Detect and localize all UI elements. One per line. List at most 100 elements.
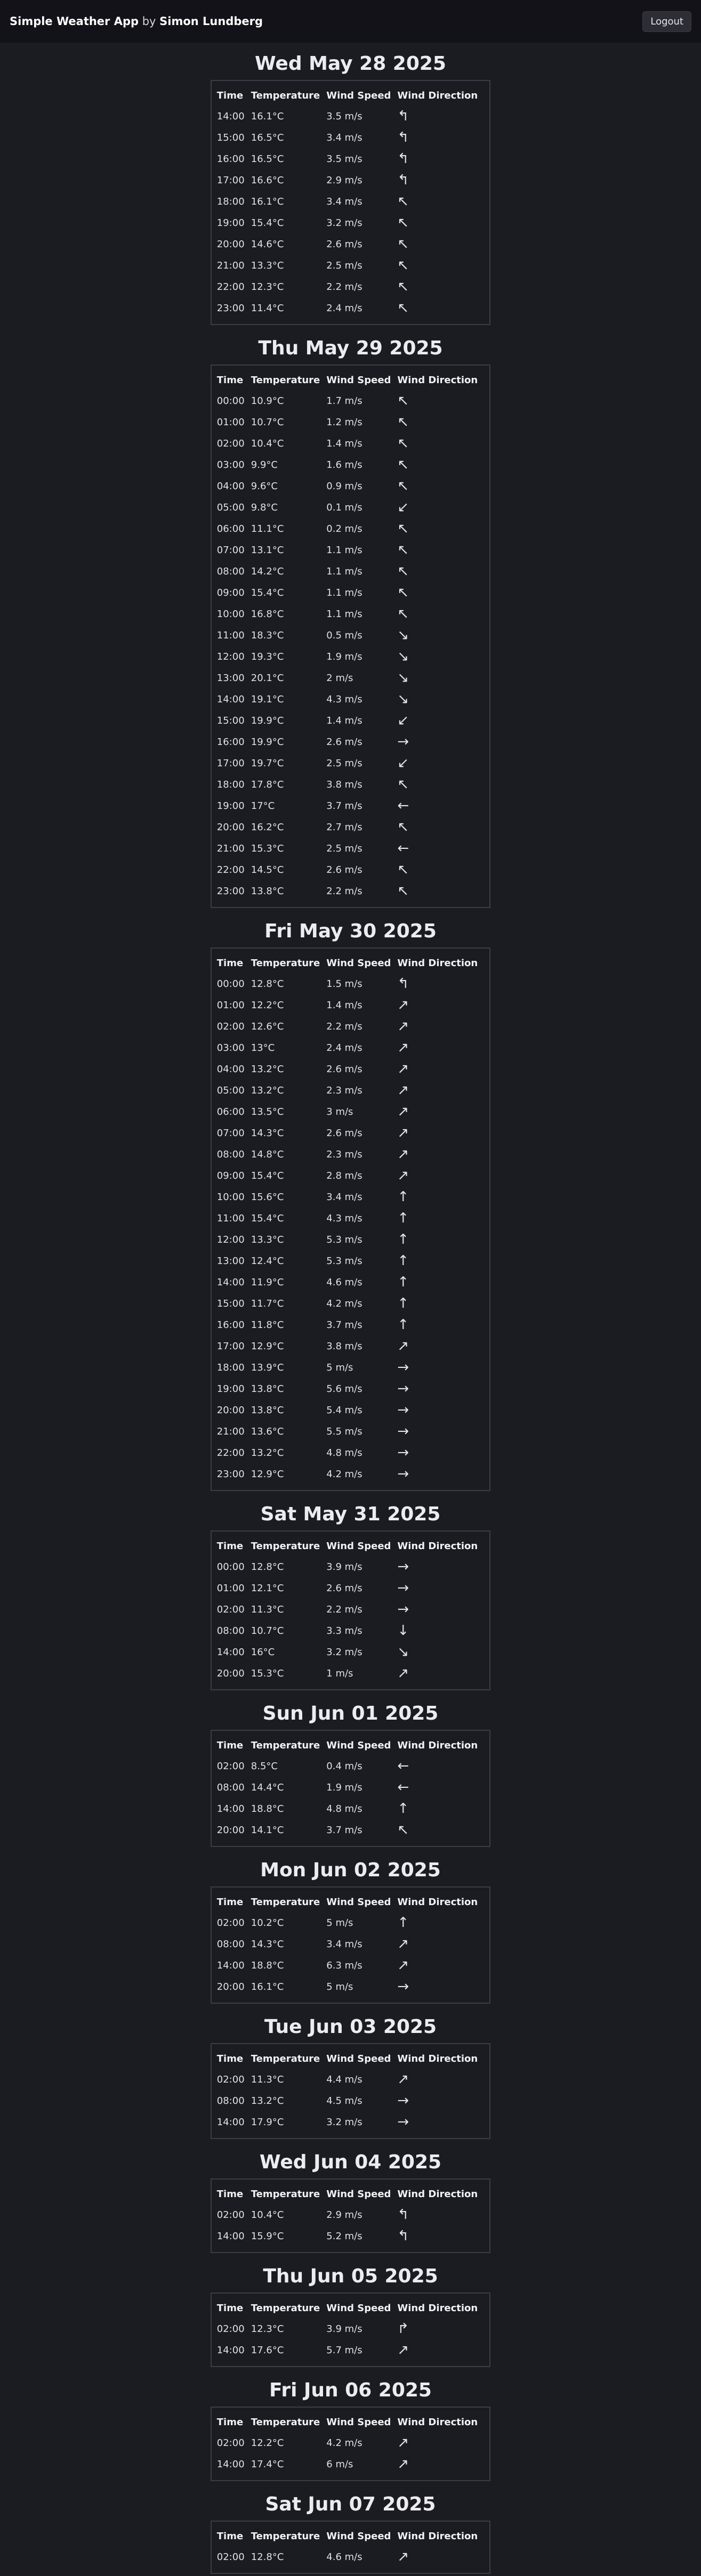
time-cell: 11:00 xyxy=(216,1212,245,1224)
forecast-table: Time Temperature Wind Speed Wind Direction 0… xyxy=(217,1536,484,1684)
day-title: Sat Jun 07 2025 xyxy=(265,2493,436,2515)
forecast-table: Time Temperature Wind Speed Wind Direction 0… xyxy=(217,2526,484,2567)
table-header-row: Time Temperature Wind Speed Wind Direction xyxy=(217,2298,484,2318)
wind-speed-cell: 5 m/s xyxy=(326,1917,353,1929)
temperature-cell: 17.9°C xyxy=(251,2116,284,2128)
wind-direction-icon: ↖ xyxy=(397,585,409,601)
forecast-table-box: Time Temperature Wind Speed Wind Direction 0… xyxy=(210,2521,491,2574)
table-row: 17:00 16.6°C 2.9 m/s ↰ xyxy=(217,169,484,191)
temperature-header: Temperature xyxy=(251,1739,320,1751)
time-cell: 12:00 xyxy=(216,1234,245,1245)
table-row: 08:00 13.2°C 4.5 m/s → xyxy=(217,2090,484,2111)
wind-direction-icon: ↑ xyxy=(397,1915,409,1931)
table-row: 04:00 13.2°C 2.6 m/s ↗ xyxy=(217,1058,484,1080)
wind-direction-icon: ← xyxy=(397,798,409,814)
wind-direction-icon: ↗ xyxy=(397,997,409,1013)
wind-speed-cell: 1.6 m/s xyxy=(326,459,362,471)
time-cell: 14:00 xyxy=(216,1959,245,1971)
temperature-cell: 13.8°C xyxy=(251,1404,284,1416)
wind-direction-icon: ↖ xyxy=(397,257,409,273)
table-row: 20:00 16.2°C 2.7 m/s ↖ xyxy=(217,816,484,838)
day-section: Tue Jun 03 2025 Time Temperature Wind Speed… xyxy=(0,2015,701,2141)
time-cell: 15:00 xyxy=(216,715,245,726)
wind-direction-icon: ↑ xyxy=(397,1801,409,1817)
wind-direction-icon: ↖ xyxy=(397,215,409,231)
table-row: 11:00 18.3°C 0.5 m/s ↘ xyxy=(217,625,484,646)
time-cell: 17:00 xyxy=(216,757,245,769)
wind-direction-icon: ↗ xyxy=(397,2549,409,2565)
forecast-table-box: Time Temperature Wind Speed Wind Direction 1… xyxy=(210,80,491,325)
wind-speed-cell: 0.9 m/s xyxy=(326,480,362,492)
time-cell: 10:00 xyxy=(216,1191,245,1203)
wind-speed-cell: 4.2 m/s xyxy=(326,1468,362,1480)
temperature-cell: 17.8°C xyxy=(251,779,284,790)
table-row: 16:00 16.5°C 3.5 m/s ↰ xyxy=(217,148,484,169)
temperature-cell: 14.4°C xyxy=(251,1781,284,1793)
table-row: 21:00 15.3°C 2.5 m/s ← xyxy=(217,838,484,859)
time-header: Time xyxy=(216,374,244,386)
wind-speed-cell: 2.6 m/s xyxy=(326,1127,362,1139)
temperature-cell: 15.4°C xyxy=(251,587,284,598)
table-row: 02:00 10.4°C 2.9 m/s ↰ xyxy=(217,2204,484,2225)
time-cell: 06:00 xyxy=(216,523,245,534)
day-title: Wed May 28 2025 xyxy=(255,53,446,75)
forecast-table: Time Temperature Wind Speed Wind Direction 0… xyxy=(217,2184,484,2247)
table-row: 15:00 16.5°C 3.4 m/s ↰ xyxy=(217,127,484,148)
wind-direction-icon: ↱ xyxy=(397,2321,409,2337)
day-section: Sat Jun 07 2025 Time Temperature Wind Speed… xyxy=(0,2493,701,2576)
time-cell: 20:00 xyxy=(216,1404,245,1416)
wind-direction-icon: → xyxy=(397,2114,409,2130)
temperature-cell: 10.4°C xyxy=(251,438,284,449)
temperature-cell: 15.4°C xyxy=(251,1212,284,1224)
wind-speed-cell: 3.8 m/s xyxy=(326,779,362,790)
time-cell: 22:00 xyxy=(216,281,245,293)
wind-speed-cell: 4.4 m/s xyxy=(326,2073,362,2085)
wind-direction-icon: → xyxy=(397,1359,409,1375)
wind-speed-cell: 2.6 m/s xyxy=(326,864,362,876)
time-cell: 02:00 xyxy=(216,2323,245,2335)
wind-direction-icon: → xyxy=(397,1979,409,1995)
wind-speed-cell: 1.1 m/s xyxy=(326,544,362,556)
table-row: 05:00 9.8°C 0.1 m/s ↙ xyxy=(217,497,484,518)
wind-speed-cell: 5.6 m/s xyxy=(326,1383,362,1395)
table-header-row: Time Temperature Wind Speed Wind Direction xyxy=(217,85,484,106)
temperature-cell: 19.9°C xyxy=(251,736,284,748)
temperature-cell: 20.1°C xyxy=(251,672,284,684)
temperature-cell: 17.4°C xyxy=(251,2458,284,2470)
wind-speed-cell: 3.2 m/s xyxy=(326,1646,362,1658)
time-header: Time xyxy=(216,1540,244,1552)
temperature-cell: 14.2°C xyxy=(251,565,284,577)
time-cell: 21:00 xyxy=(216,260,245,271)
table-row: 19:00 17°C 3.7 m/s ← xyxy=(217,795,484,816)
temperature-header: Temperature xyxy=(251,1896,320,1908)
wind-direction-header: Wind Direction xyxy=(397,2530,478,2542)
wind-speed-cell: 3 m/s xyxy=(326,1106,353,1117)
day-section: Thu May 29 2025 Time Temperature Wind Speed… xyxy=(0,337,701,910)
time-cell: 00:00 xyxy=(216,395,245,407)
wind-direction-icon: ↗ xyxy=(397,1957,409,1973)
table-header-row: Time Temperature Wind Speed Wind Direction xyxy=(217,1892,484,1912)
app-brand: Simple Weather App by Simon Lundberg xyxy=(10,15,263,28)
time-cell: 19:00 xyxy=(216,800,245,812)
time-cell: 13:00 xyxy=(216,1255,245,1267)
temperature-cell: 14.6°C xyxy=(251,238,284,250)
day-section: Sun Jun 01 2025 Time Temperature Wind Speed… xyxy=(0,1702,701,1849)
wind-speed-cell: 2.2 m/s xyxy=(326,885,362,897)
temperature-cell: 13.8°C xyxy=(251,885,284,897)
logout-button[interactable]: Logout xyxy=(642,11,691,32)
temperature-cell: 15.4°C xyxy=(251,217,284,229)
time-cell: 17:00 xyxy=(216,174,245,186)
wind-speed-cell: 4.5 m/s xyxy=(326,2095,362,2107)
wind-direction-icon: ↙ xyxy=(397,755,409,771)
table-row: 20:00 15.3°C 1 m/s ↗ xyxy=(217,1663,484,1684)
temperature-cell: 19.7°C xyxy=(251,757,284,769)
temperature-cell: 16.2°C xyxy=(251,821,284,833)
temperature-cell: 11.4°C xyxy=(251,302,284,314)
time-cell: 15:00 xyxy=(216,132,245,143)
wind-speed-cell: 2.7 m/s xyxy=(326,821,362,833)
time-cell: 17:00 xyxy=(216,1340,245,1352)
time-cell: 15:00 xyxy=(216,1298,245,1309)
time-cell: 02:00 xyxy=(216,1603,245,1615)
wind-speed-cell: 1.1 m/s xyxy=(326,587,362,598)
temperature-cell: 13.2°C xyxy=(251,2095,284,2107)
